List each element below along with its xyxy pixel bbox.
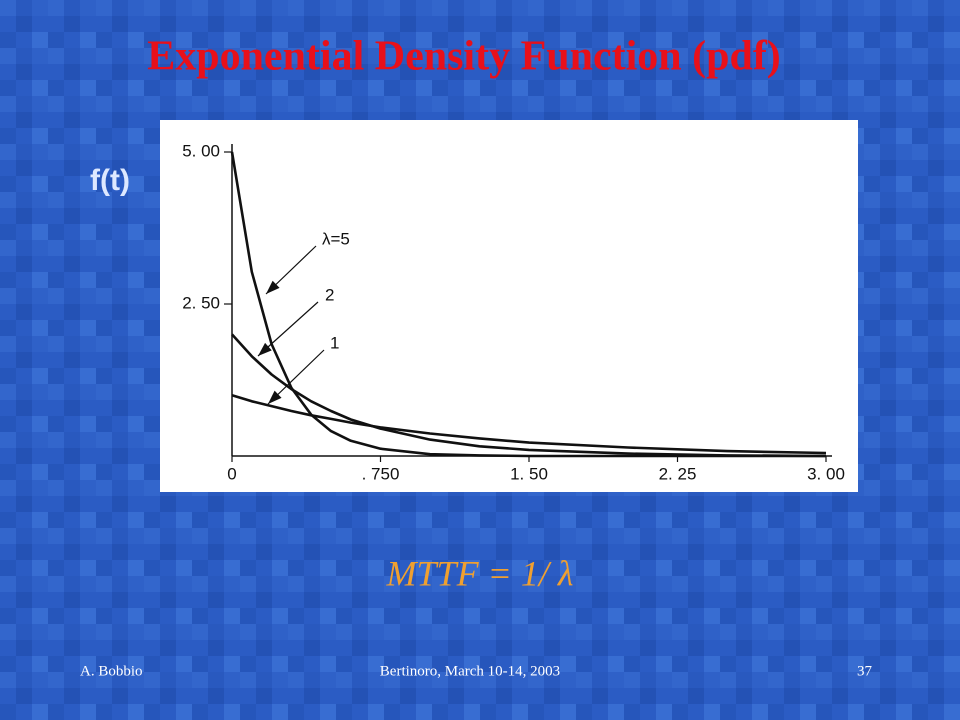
- y-tick-label: 5. 00: [182, 141, 220, 160]
- curve-label: 2: [325, 285, 334, 304]
- curve-label: λ=5: [322, 229, 350, 248]
- series-line: [231, 393, 827, 455]
- arrow-head: [268, 390, 282, 404]
- x-tick-label: 0: [227, 464, 236, 483]
- footer-author: A. Bobbio: [80, 663, 143, 679]
- x-tick-label: 2. 25: [659, 464, 697, 483]
- arrow-head: [258, 342, 272, 356]
- chart-area: [160, 120, 858, 492]
- slide-title: Exponential Density Function (pdf): [147, 34, 781, 80]
- y-tick-label: 2. 50: [182, 293, 220, 312]
- x-tick-label: 3. 00: [807, 464, 845, 483]
- formula: MTTF = 1/ λ: [386, 553, 574, 593]
- footer-page: 37: [857, 663, 873, 679]
- series-line: [230, 151, 826, 458]
- x-tick-label: 1. 50: [510, 464, 548, 483]
- x-tick-label: . 750: [362, 464, 400, 483]
- curve-label: 1: [330, 333, 339, 352]
- y-axis-label: f(t): [90, 164, 130, 197]
- arrow-head: [266, 280, 280, 294]
- footer-event: Bertinoro, March 10-14, 2003: [380, 663, 560, 679]
- plot: 2. 50 5. 00 0 . 750 1. 50 2. 25 3. 00 λ=5 2 1: [182, 141, 845, 483]
